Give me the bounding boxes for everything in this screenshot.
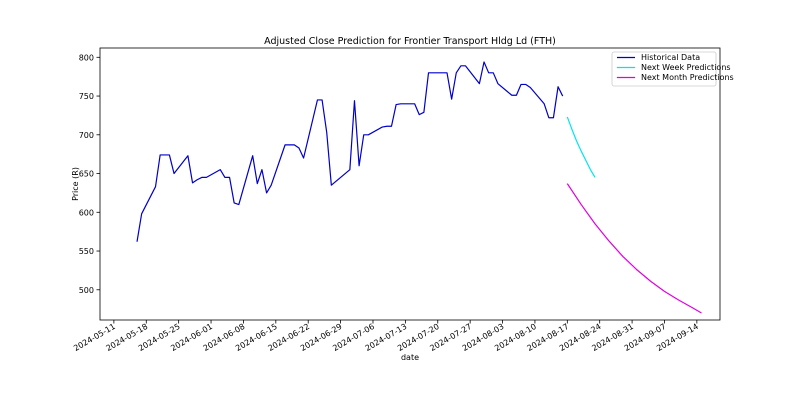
legend: Historical Data Next Week Predictions Ne… [611,51,734,87]
legend-label-next-week: Next Week Predictions [641,63,731,72]
y-tick-label: 700 [79,131,94,140]
x-axis-label: date [401,353,419,362]
y-tick-label: 650 [79,170,94,179]
y-tick-label: 500 [79,286,94,295]
plot-lines [136,61,702,314]
next-month-predictions-line [566,183,702,314]
x-axis: 2024-05-112024-05-182024-05-252024-06-01… [72,320,700,353]
historical-data-line [136,61,564,242]
plot-frame [99,47,721,321]
legend-label-historical: Historical Data [641,53,700,62]
legend-label-next-month: Next Month Predictions [641,73,734,82]
chart-title: Adjusted Close Prediction for Frontier T… [264,36,556,47]
y-tick-label: 750 [79,92,94,101]
y-tick-label: 600 [79,208,94,217]
y-tick-label: 800 [79,53,94,62]
y-axis-label: Price (R) [71,167,80,201]
next-week-predictions-line [566,116,596,178]
y-tick-label: 550 [79,247,94,256]
legend-box [611,51,717,87]
y-axis: 500 550 600 650 700 750 800 [79,53,100,295]
